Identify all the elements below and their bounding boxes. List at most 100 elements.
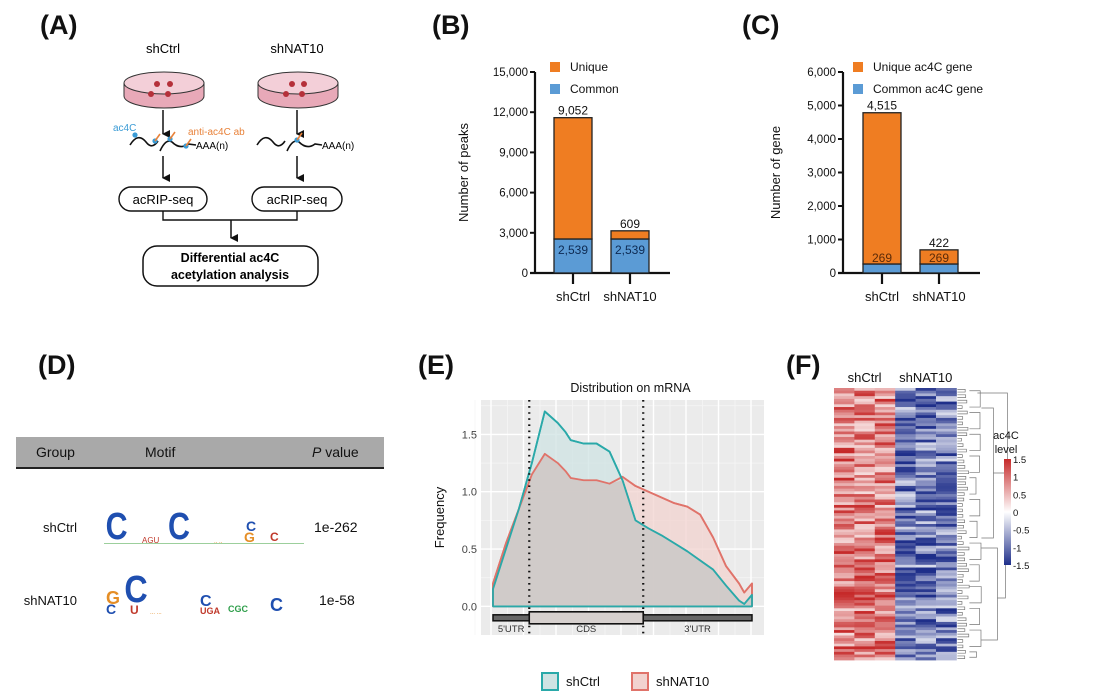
heatmap-cell — [895, 583, 916, 587]
heatmap-cell — [915, 581, 937, 585]
heatmap-cell — [874, 556, 896, 560]
heatmap-cell — [874, 570, 896, 574]
x-tick-label: shNAT10 — [603, 289, 656, 304]
y-tick-label: 0 — [830, 268, 836, 280]
heatmap-cell — [895, 543, 916, 547]
panel-label-d: (D) — [38, 350, 76, 380]
heatmap-cell — [834, 556, 855, 560]
heatmap-cell — [874, 417, 896, 422]
heatmap-cell — [936, 461, 957, 465]
heatmap-cell — [915, 600, 937, 604]
heatmap-cell — [854, 597, 876, 601]
heatmap-cell — [834, 396, 855, 400]
heatmap-cell — [936, 548, 957, 552]
workflow-diagram: shCtrl shNAT10 ac4C anti-ac4C ab AAA(n) — [113, 41, 354, 287]
y-tick-label: 2,000 — [807, 201, 836, 213]
heatmap-cell — [834, 592, 855, 596]
group-label-shnat10: shNAT10 — [270, 41, 323, 56]
heatmap-cell — [834, 616, 855, 620]
y-tick-label: 0 — [522, 268, 528, 280]
heatmap-cell — [895, 621, 916, 626]
heatmap-cell — [874, 456, 896, 460]
heatmap-cell — [854, 619, 876, 623]
heatmap-cell — [874, 621, 896, 626]
svg-text:C: C — [200, 593, 212, 610]
heatmap-cell — [936, 485, 957, 490]
heatmap-cell — [915, 412, 937, 416]
heatmap-cell — [834, 572, 855, 577]
heatmap-cell — [874, 409, 896, 413]
heatmap-cell — [874, 518, 896, 522]
heatmap-cell — [834, 404, 855, 408]
heatmap-cell — [915, 423, 937, 427]
heatmap-cell — [854, 616, 876, 620]
panel-label-e: (E) — [418, 350, 454, 380]
heatmap-cell — [936, 627, 957, 631]
heatmap-cell — [874, 611, 896, 615]
header-pvalue: P value — [312, 444, 359, 460]
heatmap-cell — [834, 638, 855, 642]
y-tick-label: 0.0 — [462, 601, 477, 613]
heatmap-cell — [854, 494, 876, 498]
heatmap-cell — [895, 504, 916, 509]
heatmap-cell — [874, 562, 896, 566]
heatmap-cell — [834, 646, 855, 650]
heatmap-cell — [915, 466, 937, 470]
colorbar-tick-label: 0.5 — [1013, 490, 1026, 501]
heatmap-cell — [915, 586, 937, 590]
y-tick-label: 12,000 — [493, 107, 528, 119]
colorbar-title: level — [995, 444, 1018, 456]
heatmap-cell — [936, 575, 957, 579]
heatmap-cell — [915, 477, 937, 481]
heatmap-cell — [915, 393, 937, 397]
heatmap-cell — [874, 624, 896, 628]
heatmap-cell — [915, 464, 937, 468]
heatmap-cell — [915, 436, 937, 441]
y-tick-label: 6,000 — [807, 67, 836, 79]
heatmap-cell — [834, 458, 855, 462]
heatmap-cell — [895, 567, 916, 571]
heatmap-cell — [874, 510, 896, 514]
heatmap-cell — [936, 529, 957, 533]
heatmap-cell — [834, 594, 855, 598]
heatmap-cell — [936, 513, 957, 517]
heatmap-cell — [915, 439, 937, 443]
heatmap-cell — [895, 496, 916, 500]
bar-segment-common-ac4c-gene — [919, 263, 959, 274]
svg-text:G: G — [106, 588, 120, 608]
heatmap-cell — [874, 494, 896, 498]
heatmap-cell — [874, 445, 896, 449]
heatmap-cell — [936, 453, 957, 457]
heatmap-cell — [874, 412, 896, 416]
heatmap-cell — [874, 450, 896, 454]
svg-text:C: C — [168, 506, 190, 545]
heatmap-cell — [915, 524, 937, 528]
heatmap-cell — [915, 491, 937, 495]
heatmap-cell — [854, 426, 876, 430]
heatmap-cell — [854, 420, 876, 424]
heatmap-cell — [936, 480, 957, 484]
heatmap-cell — [915, 453, 937, 457]
heatmap-cell — [854, 453, 876, 457]
heatmap-cell — [854, 562, 876, 566]
heatmap-cell — [854, 583, 876, 587]
heatmap-cell — [854, 407, 876, 411]
legend-label: Unique — [570, 60, 608, 74]
heatmap-cell — [854, 534, 876, 538]
heatmap-cell — [874, 524, 896, 528]
heatmap-cell — [854, 567, 876, 571]
heatmap-cell — [854, 559, 876, 563]
heatmap-cell — [834, 407, 855, 411]
heatmap-cell — [854, 532, 876, 536]
heatmap-cell — [874, 453, 896, 457]
heatmap-cell — [834, 442, 855, 446]
heatmap-cell — [874, 407, 896, 411]
heatmap-cell — [895, 594, 916, 598]
heatmap-cell — [895, 426, 916, 430]
heatmap-cell — [936, 477, 957, 481]
heatmap-cell — [834, 581, 855, 585]
heatmap-cell — [915, 431, 937, 435]
heatmap-cell — [854, 499, 876, 503]
heatmap-cell — [854, 456, 876, 460]
heatmap-cell — [834, 583, 855, 587]
